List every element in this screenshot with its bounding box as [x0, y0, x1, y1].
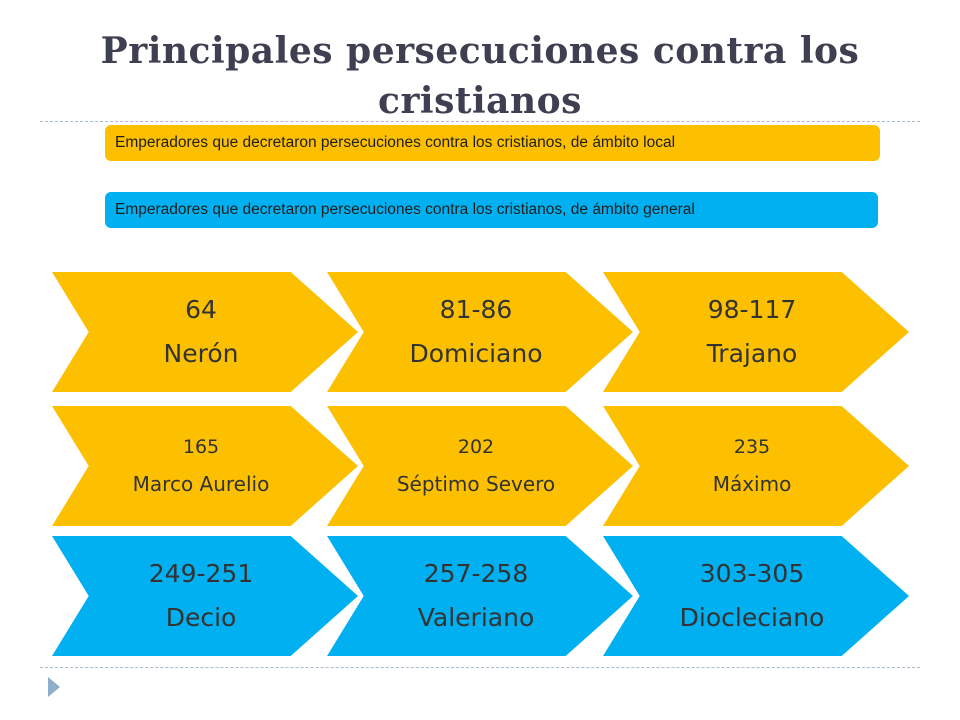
chevron-year: 235 — [733, 436, 771, 458]
bottom-divider — [40, 667, 920, 668]
legend-general: Emperadores que decretaron persecuciones… — [105, 192, 878, 228]
triangle-bullet-icon — [48, 677, 60, 697]
chevron-septimo-severo: 202 Séptimo Severo — [327, 406, 633, 526]
chevron-year: 257-258 — [423, 559, 529, 588]
chevron-year: 98-117 — [707, 295, 797, 324]
chevron-trajano: 98-117 Trajano — [603, 272, 909, 392]
chevron-year: 249-251 — [148, 559, 254, 588]
chevron-diocleciano: 303-305 Diocleciano — [603, 536, 909, 656]
chevron-year: 202 — [457, 436, 495, 458]
chevron-neron: 64 Nerón — [52, 272, 358, 392]
slide-title: Principales persecuciones contra los cri… — [60, 26, 900, 126]
chevron-valeriano: 257-258 Valeriano — [327, 536, 633, 656]
slide-title-line-1: Principales persecuciones contra los — [100, 30, 860, 72]
chevron-emperor: Decio — [165, 603, 237, 632]
chevron-year: 64 — [185, 295, 217, 324]
chevron-marco-aurelio: 165 Marco Aurelio — [52, 406, 358, 526]
chevron-emperor: Nerón — [163, 339, 239, 368]
chevron-emperor: Diocleciano — [679, 603, 825, 632]
chevron-year: 303-305 — [699, 559, 805, 588]
chevron-maximo: 235 Máximo — [603, 406, 909, 526]
chevron-decio: 249-251 Decio — [52, 536, 358, 656]
legend-local: Emperadores que decretaron persecuciones… — [105, 125, 880, 161]
top-divider — [40, 121, 920, 122]
chevron-emperor: Valeriano — [417, 603, 535, 632]
chevron-domiciano: 81-86 Domiciano — [327, 272, 633, 392]
chevron-year: 165 — [182, 436, 220, 458]
slide-title-line-2: cristianos — [378, 80, 582, 122]
chevron-emperor: Domiciano — [409, 339, 543, 368]
chevron-emperor: Marco Aurelio — [132, 472, 270, 496]
chevron-emperor: Trajano — [706, 339, 798, 368]
chevron-emperor: Máximo — [712, 472, 792, 496]
chevron-year: 81-86 — [439, 295, 513, 324]
chevron-emperor: Séptimo Severo — [396, 472, 556, 496]
